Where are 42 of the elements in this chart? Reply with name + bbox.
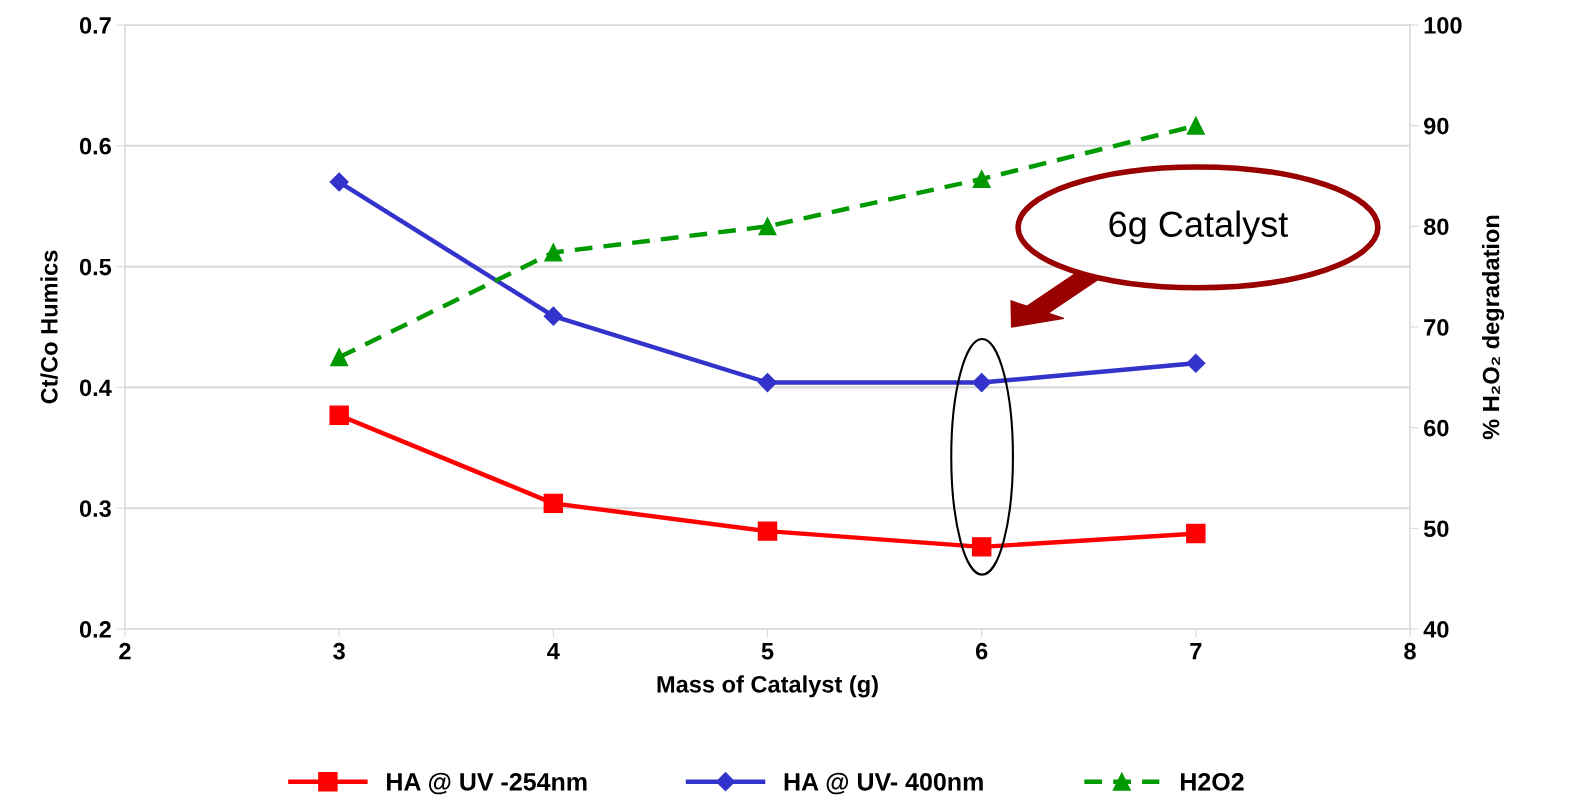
y-tick-label: 0.7 xyxy=(79,17,111,34)
annotation: 6g Catalyst xyxy=(1109,210,1289,245)
y2-tick-label: 60 xyxy=(1424,419,1449,437)
point xyxy=(1186,353,1206,373)
x-tick-label: 8 xyxy=(1404,642,1416,660)
x-tick-label: 4 xyxy=(547,643,560,660)
point xyxy=(972,169,991,189)
y-tick-label: 0.4 xyxy=(79,379,112,397)
x-tick-label: 7 xyxy=(1190,643,1202,660)
point xyxy=(544,243,563,262)
y-axis-title: Ct/Co Humics xyxy=(40,250,58,404)
y-tick-label: 0.3 xyxy=(79,500,111,518)
point xyxy=(543,493,564,514)
legend-label: H2O2 xyxy=(1180,772,1244,791)
point xyxy=(972,373,992,393)
y2-axis-title: % H₂O₂ degradation xyxy=(1482,215,1505,440)
y2-tick-label: 90 xyxy=(1424,117,1449,135)
point xyxy=(330,348,349,367)
x-tick-label: 5 xyxy=(761,643,774,660)
y-tick-label: 0.2 xyxy=(79,621,111,638)
point xyxy=(329,172,349,192)
y2-tick-label: 100 xyxy=(1424,17,1462,34)
legend-label: HA @ UV -254nm xyxy=(387,772,587,795)
point xyxy=(329,405,349,425)
y2-tick-label: 40 xyxy=(1423,621,1449,638)
x-tick-label: 3 xyxy=(333,642,345,660)
point xyxy=(1186,523,1206,544)
point xyxy=(543,306,563,326)
point xyxy=(757,521,778,541)
point xyxy=(757,373,778,393)
x-axis-title: Mass of Catalyst (g) xyxy=(657,675,878,698)
y2-tick-label: 70 xyxy=(1424,319,1449,336)
x-tick-label: 6 xyxy=(975,642,988,660)
y-tick-label: 0.6 xyxy=(79,137,111,155)
point xyxy=(971,537,992,557)
legend-label: HA @ UV- 400nm xyxy=(784,772,983,795)
y2-tick-label: 80 xyxy=(1423,218,1449,236)
point xyxy=(758,217,777,236)
x-tick-label: 2 xyxy=(119,642,131,660)
y-tick-label: 0.5 xyxy=(79,258,112,276)
point xyxy=(1186,116,1205,135)
y2-tick-label: 50 xyxy=(1423,520,1449,538)
